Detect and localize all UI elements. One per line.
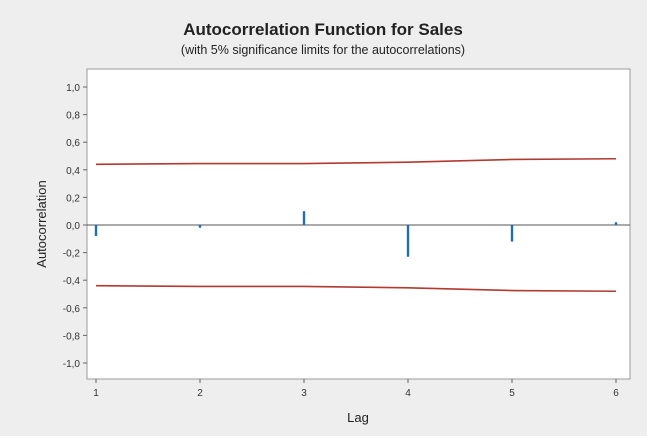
y-tick-label: 0,4 bbox=[66, 166, 80, 177]
chart-title: Autocorrelation Function for Sales bbox=[183, 20, 463, 39]
y-tick-label: -0,2 bbox=[63, 249, 81, 260]
lower-significance-limit bbox=[95, 284, 617, 293]
x-tick-label: 6 bbox=[613, 388, 619, 399]
acf-bar-lag-3 bbox=[302, 211, 306, 225]
x-tick-label: 5 bbox=[509, 388, 515, 399]
y-axis-label: Autocorrelation bbox=[34, 180, 49, 267]
acf-bar-lag-6 bbox=[614, 222, 618, 225]
x-tick-label: 1 bbox=[93, 388, 99, 399]
x-tick-label: 4 bbox=[405, 388, 411, 399]
x-axis-label: Lag bbox=[347, 410, 369, 425]
y-axis: 1,0 0,8 0,6 0,4 0,2 0,0 -0,2 -0,4 -0,6 -0,8 -1,0 bbox=[63, 83, 87, 370]
y-tick-label: 0,6 bbox=[66, 138, 80, 149]
y-tick-label: 0,8 bbox=[66, 111, 80, 122]
y-tick-label: 0,0 bbox=[66, 221, 80, 232]
significance-limits bbox=[95, 157, 617, 293]
upper-significance-limit bbox=[95, 157, 617, 166]
y-tick-label: 0,2 bbox=[66, 193, 80, 204]
y-tick-label: -0,8 bbox=[63, 331, 81, 342]
x-tick-label: 2 bbox=[197, 388, 203, 399]
y-tick-label: -0,4 bbox=[63, 276, 81, 287]
acf-bar-lag-5 bbox=[510, 225, 514, 242]
y-tick-label: -0,6 bbox=[63, 304, 81, 315]
x-tick-label: 3 bbox=[301, 388, 307, 399]
acf-bar-lag-2 bbox=[198, 225, 202, 228]
acf-bar-lag-4 bbox=[406, 225, 410, 257]
chart-subtitle: (with 5% significance limits for the aut… bbox=[181, 43, 465, 57]
plot-area bbox=[86, 68, 631, 380]
x-axis: 1 2 3 4 5 6 bbox=[87, 224, 630, 399]
y-tick-label: 1,0 bbox=[66, 83, 80, 94]
y-tick-label: -1,0 bbox=[63, 359, 81, 370]
acf-bar-lag-1 bbox=[94, 225, 98, 237]
acf-bars bbox=[94, 211, 618, 257]
